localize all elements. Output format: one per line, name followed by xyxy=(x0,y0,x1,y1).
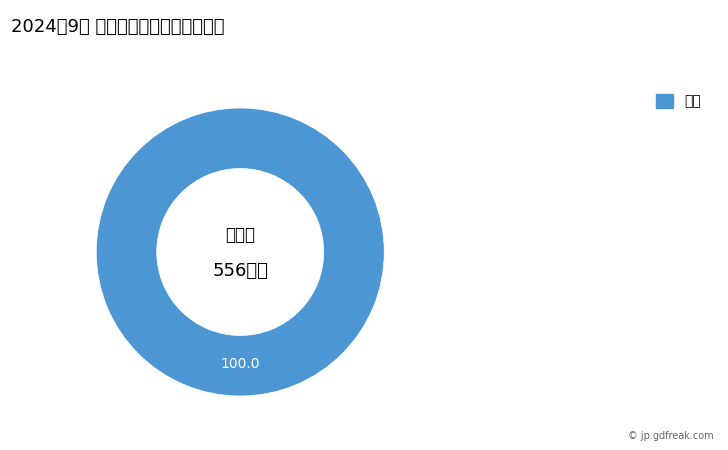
Legend: 米国: 米国 xyxy=(651,88,706,114)
Text: 556万円: 556万円 xyxy=(213,262,268,280)
Wedge shape xyxy=(96,108,384,396)
Text: 2024年9月 輸出相手国のシェア（％）: 2024年9月 輸出相手国のシェア（％） xyxy=(11,18,224,36)
Text: 総　額: 総 額 xyxy=(225,226,256,244)
Text: 100.0: 100.0 xyxy=(221,357,260,371)
Text: © jp.gdfreak.com: © jp.gdfreak.com xyxy=(628,431,713,441)
